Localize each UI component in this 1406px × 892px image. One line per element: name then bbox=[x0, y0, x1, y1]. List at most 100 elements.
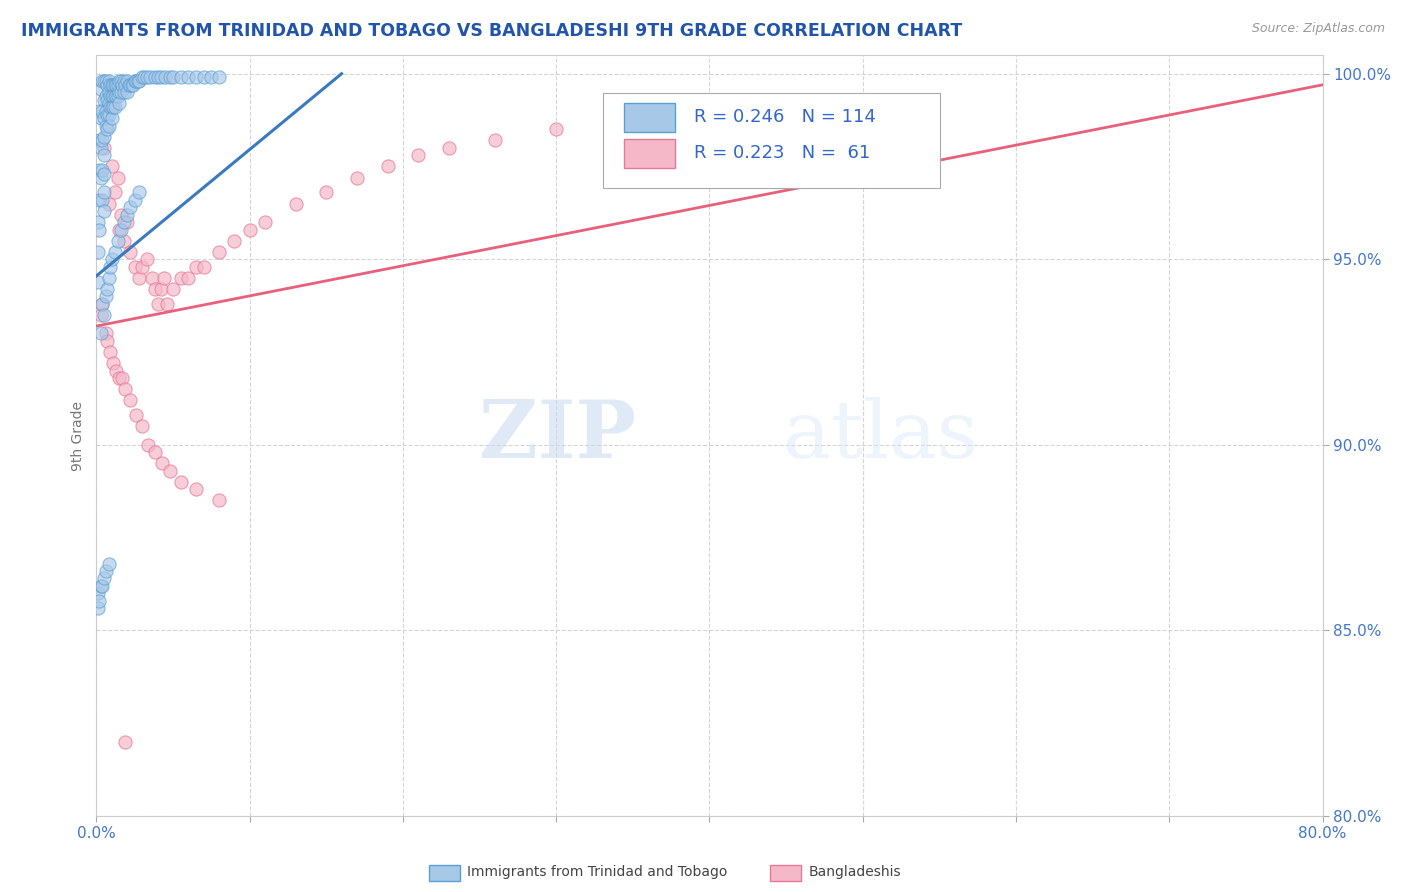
Point bbox=[90, 308, 112, 322]
Point bbox=[184, 260, 207, 274]
Point bbox=[105, 89, 128, 103]
Point bbox=[90, 170, 112, 185]
Point bbox=[90, 112, 112, 126]
Point bbox=[91, 193, 114, 207]
Text: Bangladeshis: Bangladeshis bbox=[808, 865, 901, 880]
Point bbox=[96, 122, 118, 136]
FancyBboxPatch shape bbox=[603, 93, 941, 188]
Point bbox=[98, 345, 121, 359]
Point bbox=[110, 74, 132, 88]
Point bbox=[93, 93, 115, 107]
Point bbox=[93, 148, 115, 162]
Point bbox=[93, 204, 115, 219]
Point bbox=[90, 579, 112, 593]
Point bbox=[91, 134, 114, 148]
Point bbox=[108, 371, 131, 385]
Point bbox=[104, 244, 127, 259]
Point bbox=[128, 186, 150, 200]
Point bbox=[87, 601, 110, 615]
Point bbox=[224, 234, 246, 248]
Point bbox=[159, 70, 181, 85]
Point bbox=[131, 260, 153, 274]
Point bbox=[104, 100, 127, 114]
Point bbox=[112, 234, 135, 248]
Point bbox=[108, 85, 131, 99]
Point bbox=[100, 78, 122, 92]
Point bbox=[120, 200, 142, 214]
Point bbox=[89, 134, 111, 148]
Point bbox=[91, 74, 114, 88]
Point bbox=[112, 215, 135, 229]
Point bbox=[89, 163, 111, 178]
Point bbox=[115, 208, 138, 222]
Point bbox=[122, 78, 145, 92]
Point bbox=[90, 81, 112, 95]
Point bbox=[97, 85, 120, 99]
Point bbox=[484, 134, 506, 148]
Point bbox=[128, 74, 150, 88]
Point bbox=[177, 270, 200, 285]
Point bbox=[87, 586, 110, 600]
Point bbox=[169, 475, 191, 489]
Point bbox=[93, 186, 115, 200]
Text: Immigrants from Trinidad and Tobago: Immigrants from Trinidad and Tobago bbox=[467, 865, 727, 880]
Text: atlas: atlas bbox=[783, 397, 979, 475]
Point bbox=[100, 160, 122, 174]
Point bbox=[93, 141, 115, 155]
Point bbox=[406, 148, 429, 162]
Point bbox=[107, 78, 129, 92]
Point bbox=[699, 103, 721, 118]
Point bbox=[94, 103, 117, 118]
Point bbox=[621, 112, 644, 126]
Point bbox=[100, 112, 122, 126]
Point bbox=[107, 89, 129, 103]
Point bbox=[103, 100, 125, 114]
Point bbox=[120, 78, 142, 92]
Text: R = 0.223   N =  61: R = 0.223 N = 61 bbox=[693, 144, 870, 161]
Point bbox=[89, 593, 111, 607]
Point bbox=[177, 70, 200, 85]
Point bbox=[208, 70, 231, 85]
Point bbox=[96, 334, 118, 348]
Point bbox=[132, 70, 155, 85]
Point bbox=[131, 70, 153, 85]
Point bbox=[94, 89, 117, 103]
Point bbox=[184, 483, 207, 497]
Point bbox=[111, 371, 134, 385]
Point bbox=[93, 308, 115, 322]
Point bbox=[156, 297, 179, 311]
Point bbox=[149, 282, 172, 296]
Point bbox=[146, 70, 169, 85]
Point bbox=[124, 260, 146, 274]
Point bbox=[103, 78, 125, 92]
Text: Source: ZipAtlas.com: Source: ZipAtlas.com bbox=[1251, 22, 1385, 36]
Point bbox=[143, 445, 166, 459]
Point bbox=[98, 78, 121, 92]
Point bbox=[107, 170, 129, 185]
Point bbox=[93, 129, 115, 144]
Point bbox=[149, 70, 172, 85]
Point bbox=[98, 100, 121, 114]
Point bbox=[377, 160, 399, 174]
Point bbox=[98, 260, 121, 274]
Point bbox=[114, 734, 136, 748]
Point bbox=[121, 78, 143, 92]
Point bbox=[96, 78, 118, 92]
Point bbox=[136, 252, 159, 267]
Point bbox=[108, 222, 131, 236]
Point bbox=[208, 244, 231, 259]
Point bbox=[100, 89, 122, 103]
Point bbox=[111, 78, 134, 92]
Text: R = 0.246   N = 114: R = 0.246 N = 114 bbox=[693, 108, 876, 126]
Point bbox=[120, 244, 142, 259]
Point bbox=[87, 244, 110, 259]
Point bbox=[97, 119, 120, 133]
Point bbox=[141, 270, 163, 285]
Point bbox=[184, 70, 207, 85]
Point bbox=[90, 326, 112, 341]
Point bbox=[100, 252, 122, 267]
Point bbox=[775, 96, 797, 111]
Point bbox=[91, 297, 114, 311]
Point bbox=[104, 89, 127, 103]
Point bbox=[115, 74, 138, 88]
